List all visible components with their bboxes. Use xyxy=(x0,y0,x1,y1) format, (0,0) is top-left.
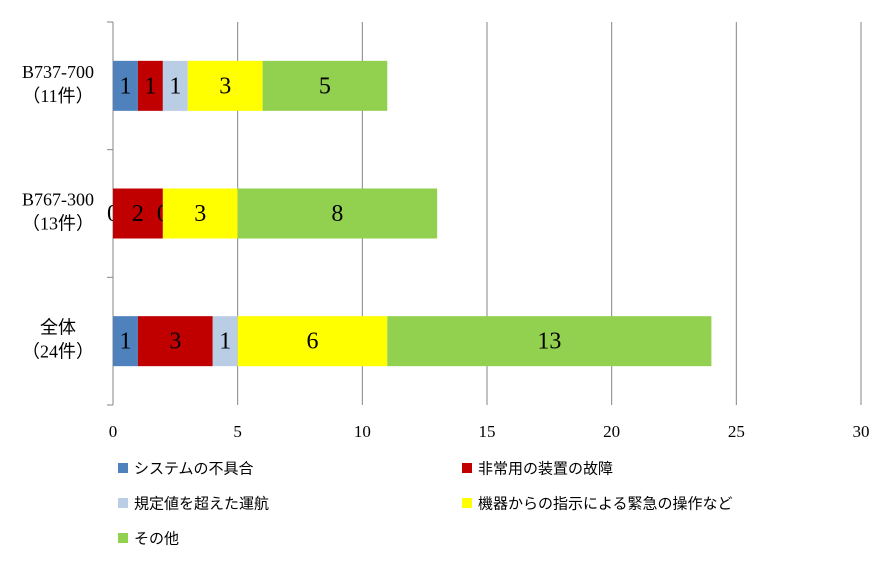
data-label: 5 xyxy=(319,73,331,99)
bar-segment xyxy=(187,60,263,111)
y-tick-label: （13件） xyxy=(22,214,94,234)
data-label: 3 xyxy=(194,201,206,227)
x-tick-label: 25 xyxy=(728,422,745,441)
bar-segment xyxy=(162,188,238,239)
data-label: 8 xyxy=(331,201,343,227)
bar-segment xyxy=(137,60,163,111)
legend-swatch xyxy=(462,498,472,508)
y-tick-label: 全体 xyxy=(40,317,76,337)
x-tick-label: 0 xyxy=(109,422,118,441)
bar-segment xyxy=(113,60,138,111)
x-tick-label: 15 xyxy=(479,422,496,441)
x-tick-label: 5 xyxy=(233,422,242,441)
bar-segment xyxy=(162,60,188,111)
data-label: 6 xyxy=(306,329,318,355)
x-tick-label: 10 xyxy=(354,422,371,441)
y-tick-label: B767-300 xyxy=(22,190,94,210)
x-tick-label: 30 xyxy=(853,422,870,441)
data-label: 3 xyxy=(169,329,181,355)
legend-swatch xyxy=(118,463,128,473)
legend-label: 機器からの指示による緊急の操作など xyxy=(478,495,733,513)
bar-segment xyxy=(237,316,388,367)
x-tick-label: 20 xyxy=(603,422,620,441)
bar-segment xyxy=(262,60,388,111)
data-label: 1 xyxy=(144,73,156,99)
legend-swatch xyxy=(462,463,472,473)
bar-segment xyxy=(113,188,163,239)
data-label: 2 xyxy=(132,201,144,227)
bar-segment xyxy=(137,316,213,367)
legend-label: 規定値を超えた運航 xyxy=(134,495,269,513)
y-tick-label: （24件） xyxy=(22,341,94,361)
legend-label: その他 xyxy=(134,530,179,548)
bar-segment xyxy=(113,316,138,367)
data-label: 1 xyxy=(219,329,231,355)
data-label: 1 xyxy=(169,73,181,99)
legend-label: システムの不具合 xyxy=(134,460,254,478)
bar-segment xyxy=(212,316,238,367)
bar-segment xyxy=(387,316,712,367)
legend-swatch xyxy=(118,498,128,508)
data-label: 1 xyxy=(119,329,131,355)
legend-swatch xyxy=(118,533,128,543)
data-label: 1 xyxy=(119,73,131,99)
data-label: 13 xyxy=(537,329,561,355)
y-tick-label: B737-700 xyxy=(22,62,94,82)
bar-segment xyxy=(237,188,438,239)
y-tick-label: （11件） xyxy=(22,86,93,106)
legend-label: 非常用の装置の故障 xyxy=(478,460,613,478)
data-label: 3 xyxy=(219,73,231,99)
